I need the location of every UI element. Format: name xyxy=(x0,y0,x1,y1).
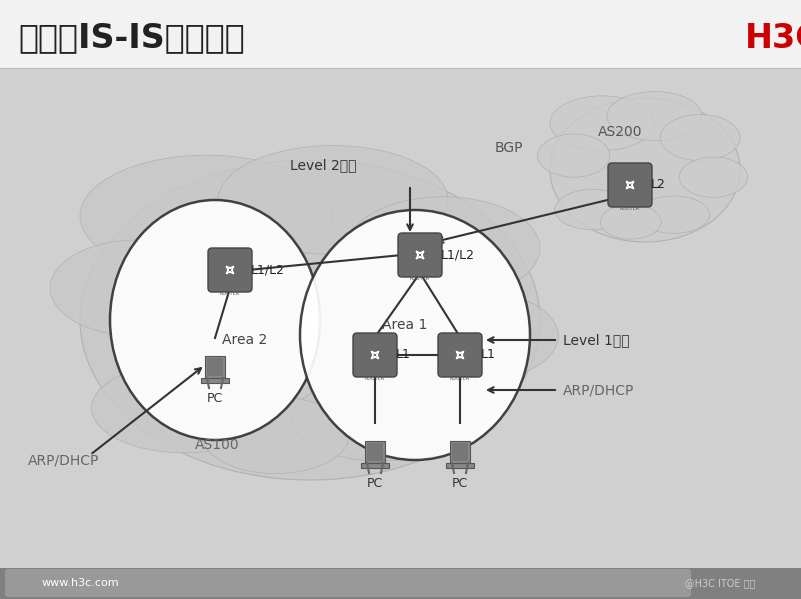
Ellipse shape xyxy=(392,291,558,381)
FancyBboxPatch shape xyxy=(208,248,252,292)
Text: ROUTER: ROUTER xyxy=(410,276,430,281)
Text: @H3C ITOE 博客: @H3C ITOE 博客 xyxy=(685,578,755,588)
FancyBboxPatch shape xyxy=(608,163,652,207)
Ellipse shape xyxy=(550,96,654,150)
Ellipse shape xyxy=(550,98,740,242)
FancyBboxPatch shape xyxy=(398,233,442,277)
Ellipse shape xyxy=(607,92,702,141)
FancyBboxPatch shape xyxy=(438,333,482,377)
Ellipse shape xyxy=(638,196,710,234)
Ellipse shape xyxy=(218,146,448,255)
Ellipse shape xyxy=(80,160,540,480)
Ellipse shape xyxy=(555,189,630,230)
FancyBboxPatch shape xyxy=(450,441,470,463)
Ellipse shape xyxy=(91,363,276,453)
Ellipse shape xyxy=(80,155,333,277)
Ellipse shape xyxy=(660,114,740,161)
Text: ROUTER: ROUTER xyxy=(220,291,240,296)
Text: ROUTER: ROUTER xyxy=(620,206,640,211)
Bar xyxy=(452,443,468,461)
Text: L1/L2: L1/L2 xyxy=(251,264,285,277)
Text: L1: L1 xyxy=(481,349,496,362)
Ellipse shape xyxy=(347,197,540,299)
Text: Level 2路由: Level 2路由 xyxy=(290,158,356,172)
Bar xyxy=(367,443,383,461)
Bar xyxy=(361,463,389,468)
Text: www.h3c.com: www.h3c.com xyxy=(41,578,119,588)
FancyBboxPatch shape xyxy=(5,569,691,597)
Text: PC: PC xyxy=(367,477,383,490)
Ellipse shape xyxy=(300,210,530,460)
Ellipse shape xyxy=(110,200,320,440)
Bar xyxy=(0,568,801,599)
Text: ARP/DHCP: ARP/DHCP xyxy=(28,453,99,467)
Text: L2: L2 xyxy=(651,179,666,192)
Text: Area 2: Area 2 xyxy=(223,333,268,347)
Text: Level 1路由: Level 1路由 xyxy=(563,333,630,347)
Text: ROUTER: ROUTER xyxy=(450,376,470,381)
Text: L1: L1 xyxy=(396,349,411,362)
Text: H3C: H3C xyxy=(745,22,801,55)
Ellipse shape xyxy=(202,397,349,474)
Text: AS200: AS200 xyxy=(598,125,642,139)
Text: AS100: AS100 xyxy=(195,438,239,452)
FancyBboxPatch shape xyxy=(205,356,225,378)
Text: PC: PC xyxy=(207,392,223,405)
Ellipse shape xyxy=(50,240,225,336)
Text: 集成化IS-IS分层网络: 集成化IS-IS分层网络 xyxy=(18,22,245,55)
FancyBboxPatch shape xyxy=(365,441,385,463)
Bar xyxy=(0,68,801,568)
Text: ROUTER: ROUTER xyxy=(365,376,385,381)
Ellipse shape xyxy=(292,377,466,461)
Ellipse shape xyxy=(601,205,661,239)
Text: ARP/DHCP: ARP/DHCP xyxy=(563,383,634,397)
Text: BGP: BGP xyxy=(495,141,524,155)
Text: L1/L2: L1/L2 xyxy=(441,249,475,262)
Text: PC: PC xyxy=(452,477,468,490)
Bar xyxy=(201,378,229,383)
Text: Area 1: Area 1 xyxy=(382,318,428,332)
Bar xyxy=(207,358,223,376)
FancyBboxPatch shape xyxy=(353,333,397,377)
Ellipse shape xyxy=(679,157,747,197)
Bar xyxy=(0,0,801,68)
Ellipse shape xyxy=(537,134,610,177)
Bar xyxy=(446,463,474,468)
